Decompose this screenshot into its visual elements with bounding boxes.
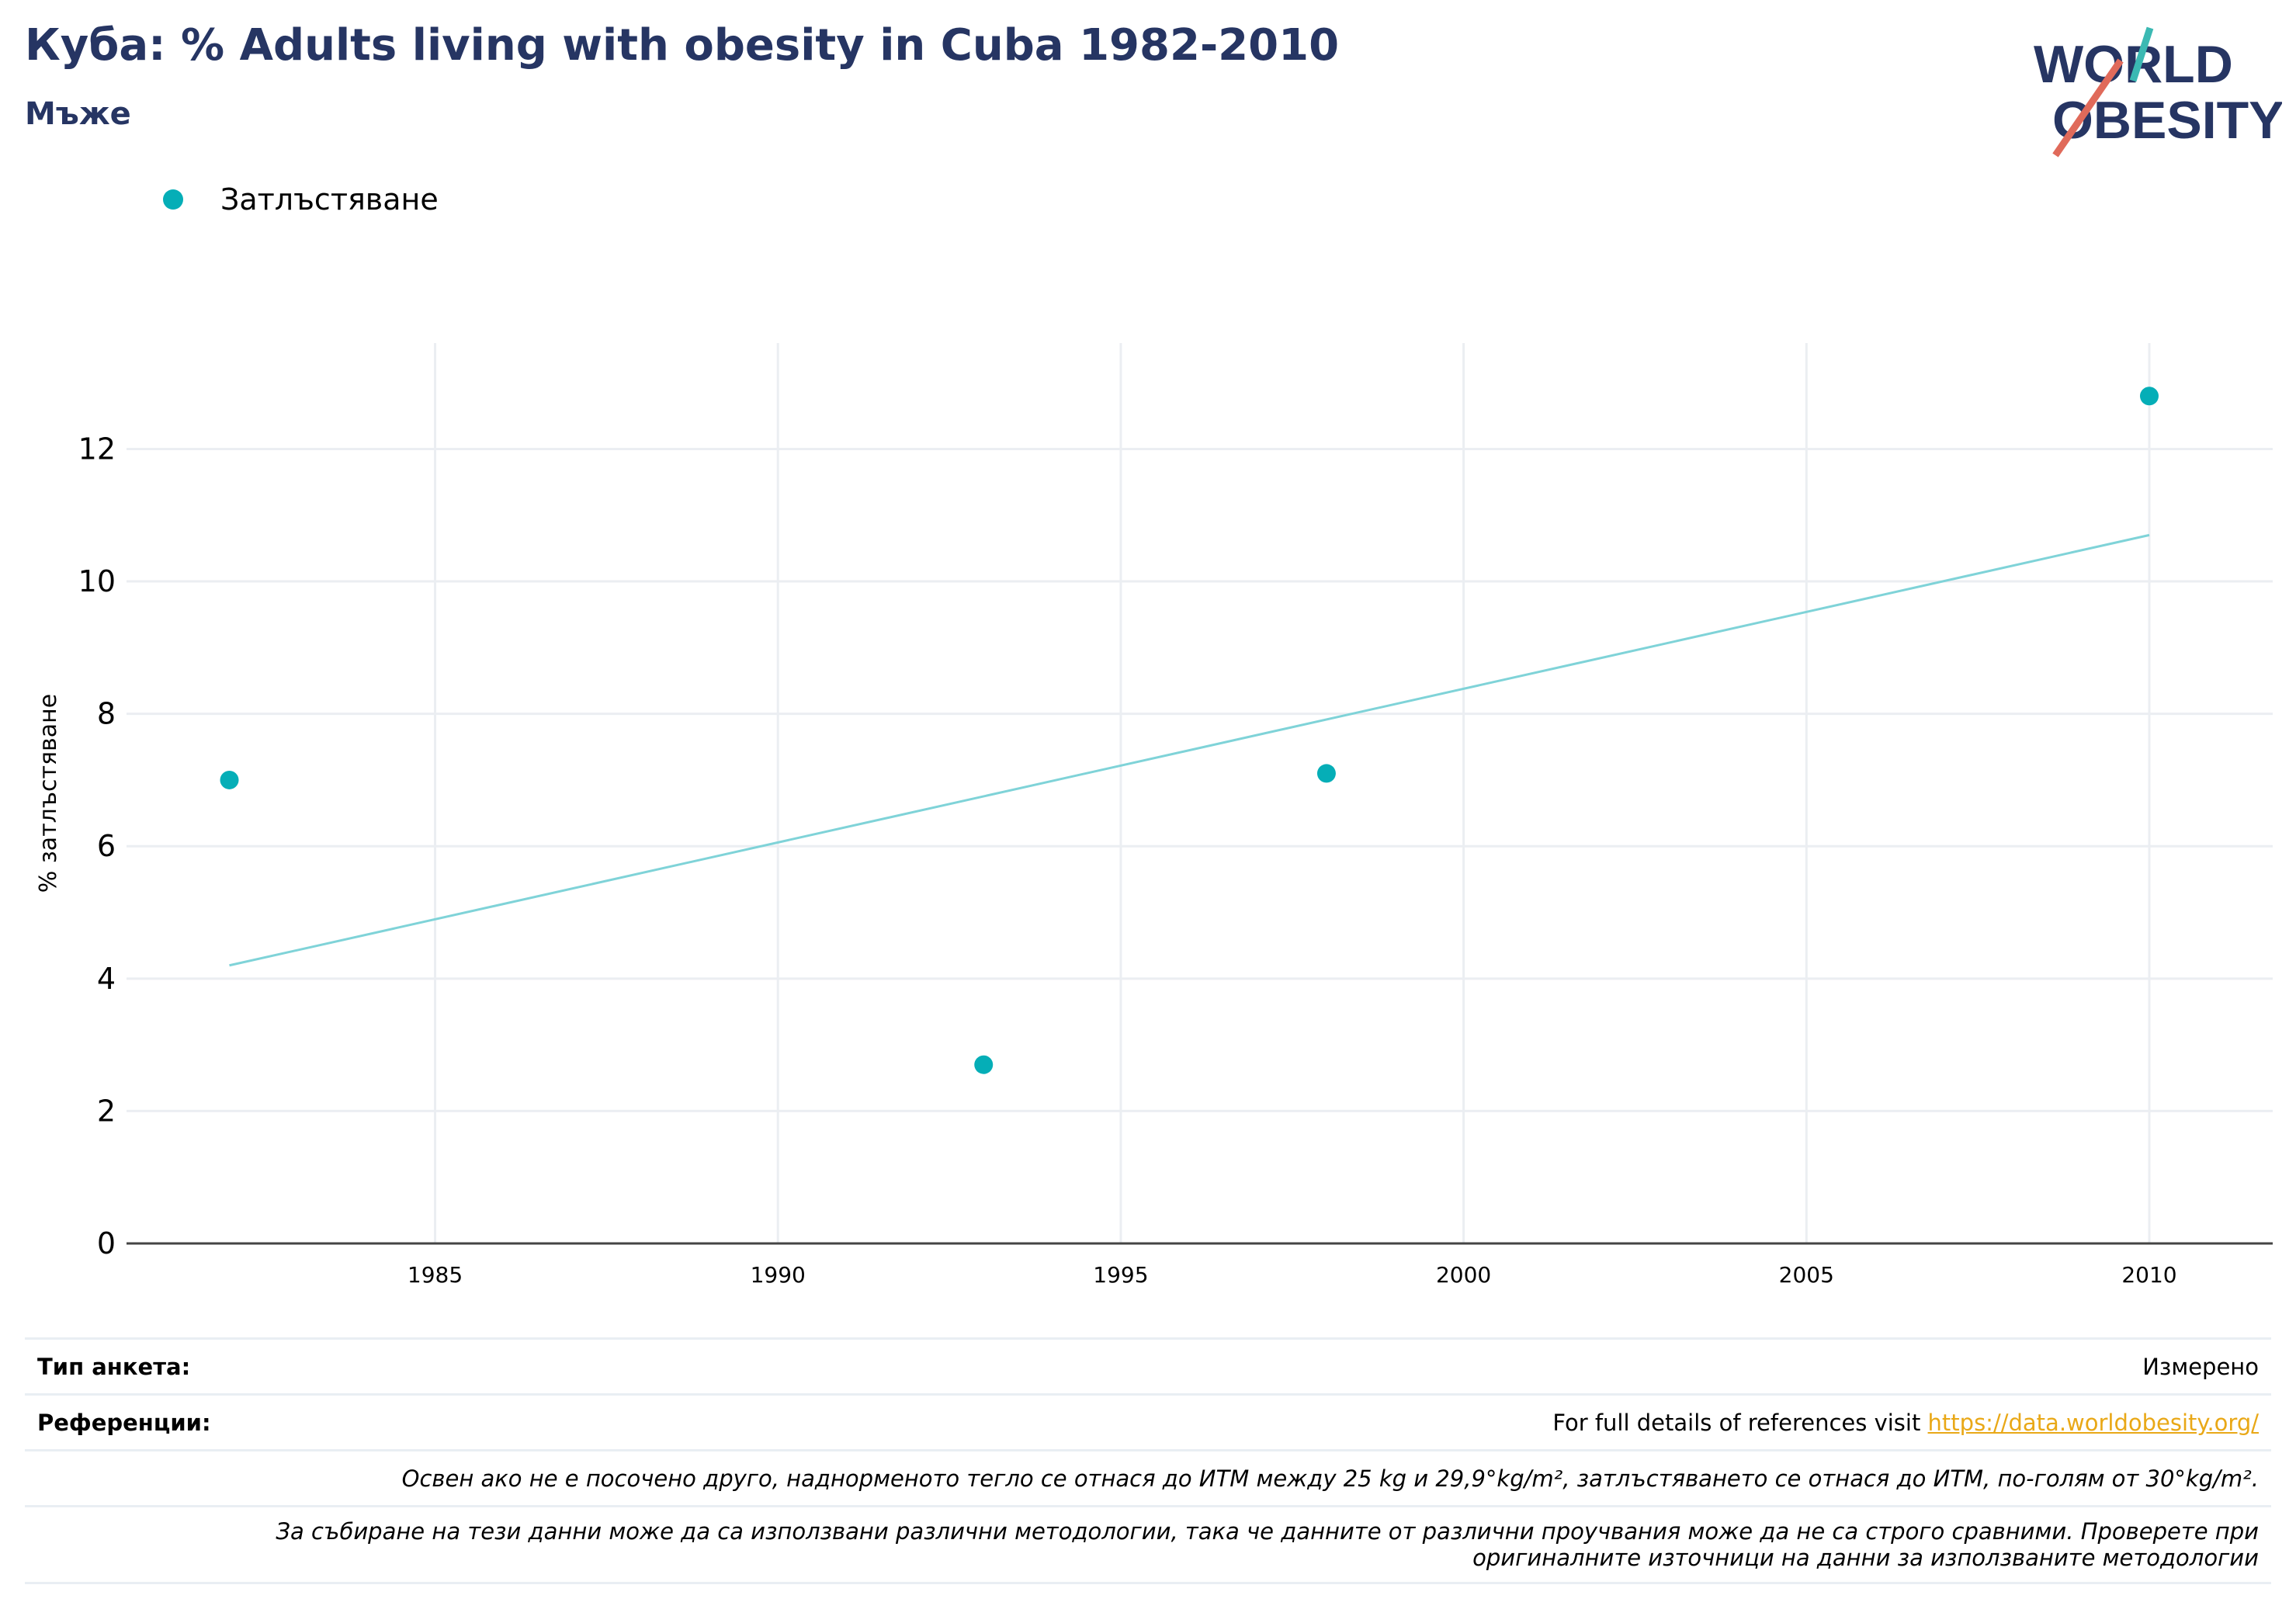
x-tick-label: 1985 bbox=[408, 1262, 463, 1288]
y-axis-label: % затлъстяване bbox=[35, 694, 62, 893]
x-tick-label: 1990 bbox=[751, 1262, 806, 1288]
y-tick-label: 2 bbox=[97, 1094, 116, 1128]
y-tick-label: 10 bbox=[78, 564, 116, 598]
logo-slash-red bbox=[2052, 58, 2124, 158]
references-value: For full details of references visit htt… bbox=[1552, 1410, 2259, 1436]
legend-label: Затлъстяване bbox=[220, 182, 439, 217]
x-tick-label: 1995 bbox=[1093, 1262, 1148, 1288]
x-tick-label: 2005 bbox=[1779, 1262, 1834, 1288]
logo-slash-teal bbox=[2129, 26, 2154, 82]
chart-title: Куба: % Adults living with obesity in Cu… bbox=[25, 20, 1340, 71]
definition-note-row: Освен ако не е посочено друго, наднормен… bbox=[25, 1449, 2271, 1505]
references-link[interactable]: https://data.worldobesity.org/ bbox=[1927, 1409, 2259, 1436]
survey-type-value: Измерено bbox=[2142, 1353, 2259, 1380]
data-point bbox=[974, 1055, 994, 1074]
chart-subtitle: Мъже bbox=[25, 96, 131, 132]
y-tick-label: 8 bbox=[97, 697, 116, 731]
logo-word-world: WORLD bbox=[2034, 35, 2233, 94]
methodology-note-line1: За събиране на тези данни може да са изп… bbox=[276, 1518, 2259, 1545]
trend-line bbox=[229, 533, 2150, 967]
survey-type-row: Тип анкета: Измерено bbox=[25, 1337, 2271, 1393]
definition-note: Освен ако не е посочено друго, наднормен… bbox=[401, 1465, 2259, 1492]
references-label: Референции: bbox=[37, 1409, 211, 1436]
y-tick-label: 6 bbox=[97, 829, 116, 863]
references-row: Референции: For full details of referenc… bbox=[25, 1393, 2271, 1449]
methodology-note-row: За събиране на тези данни може да са изп… bbox=[25, 1505, 2271, 1584]
y-tick-label: 0 bbox=[97, 1226, 116, 1261]
legend[interactable]: Затлъстяване bbox=[163, 180, 439, 219]
references-text: For full details of references visit bbox=[1552, 1409, 1928, 1436]
scatter-chart: 0 2 4 6 8 10 12 1985 1990 1995 2000 2005 2010 % затлъ… bbox=[35, 343, 2273, 1288]
x-tick-label: 2000 bbox=[1436, 1262, 1491, 1288]
data-point bbox=[1316, 764, 1336, 783]
y-tick-label: 4 bbox=[97, 962, 116, 996]
footer: Тип анкета: Измерено Референции: For ful… bbox=[25, 1337, 2271, 1584]
legend-marker bbox=[163, 189, 183, 210]
methodology-note-line2: оригиналните източници на данни за изпол… bbox=[1472, 1545, 2259, 1571]
y-tick-label: 12 bbox=[78, 432, 116, 466]
methodology-note: За събиране на тези данни може да са изп… bbox=[37, 1518, 2259, 1571]
survey-type-label: Тип анкета: bbox=[37, 1353, 191, 1380]
world-obesity-logo: WORLD OBESITY bbox=[2034, 26, 2282, 158]
data-point bbox=[220, 770, 239, 789]
x-tick-label: 2010 bbox=[2121, 1262, 2176, 1288]
data-point bbox=[2139, 387, 2159, 406]
